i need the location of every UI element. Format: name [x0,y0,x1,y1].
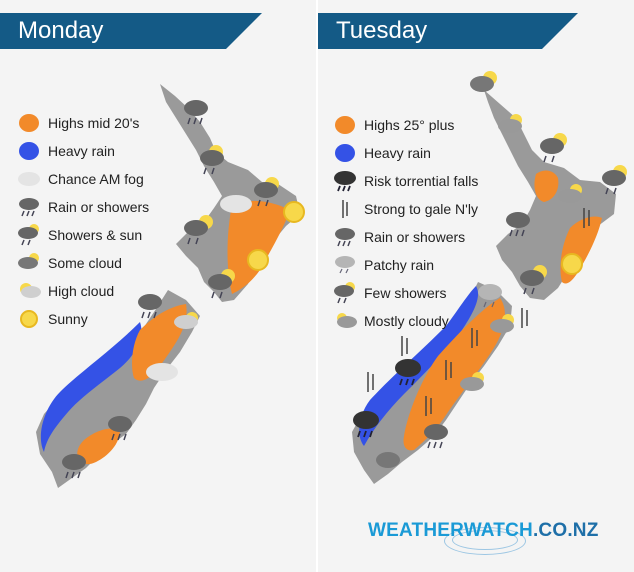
mostly-cloudy-icon [332,310,358,332]
brand-part1: WEATHER [368,520,464,541]
legend-item: Strong to gale N'ly [332,198,478,220]
tuesday-map-wind-icon [401,336,408,356]
legend-label: Highs 25° plus [364,117,455,133]
tuesday-map-rain-cloud-icon [506,212,530,237]
tuesday-map [352,71,627,484]
legend-label: Patchy rain [364,257,435,273]
monday-map-rain-cloud-icon [138,294,162,319]
tuesday-map-wind-icon [425,396,432,416]
legend-label: Showers & sun [48,227,143,243]
legend-item: Showers & sun [16,224,142,246]
legend-label: Some cloud [48,255,122,271]
legend-label: High cloud [48,283,115,299]
monday-map [36,84,305,488]
legend-item: Patchy rain [332,254,434,276]
tuesday-map-mostly-cloudy-icon [498,114,522,133]
monday-map-showers-sun-icon [208,269,235,299]
patchy-rain-icon [332,254,358,276]
dark-rain-cloud-icon [332,170,358,192]
monday-map-sun-icon [283,201,305,223]
tuesday-map-wind-icon [367,372,374,392]
legend-item: Sunny [16,308,88,330]
legend-item: Risk torrential falls [332,170,478,192]
orange-blob-icon [16,112,42,134]
tuesday-map-wind-icon [445,360,452,380]
legend-label: Strong to gale N'ly [364,201,478,217]
tuesday-banner: Tuesday [318,13,578,49]
tuesday-map-mostly-cloudy-icon [460,372,484,391]
legend-label: Heavy rain [364,145,431,161]
legend-item: Mostly cloudy [332,310,449,332]
monday-banner: Monday [0,13,262,49]
tuesday-map-rain-cloud-icon [424,424,448,449]
wind-icon [332,198,358,220]
panel-divider [316,0,318,572]
brand-part2: WATCH [463,520,533,541]
legend-label: Rain or showers [48,199,150,215]
brand-part3: .CO.NZ [532,520,599,541]
orange-blob-icon [332,114,358,136]
legend-label: Mostly cloudy [364,313,449,329]
rain-cloud-icon [16,196,42,218]
legend-item: Rain or showers [332,226,465,248]
legend-label: Heavy rain [48,143,115,159]
monday-map-rain-cloud-icon [62,454,86,479]
monday-map-showers-sun-icon [254,177,279,207]
blue-blob-icon [332,142,358,164]
tuesday-map-mostly-cloudy-icon [558,184,582,203]
rain-cloud-icon [332,226,358,248]
legend-item: Heavy rain [16,140,115,162]
legend-item: Some cloud [16,252,122,274]
tuesday-map-showers-sun-icon [602,165,627,195]
legend-item: Chance AM fog [16,168,144,190]
tuesday-map-dark-rain-cloud-icon [395,359,421,386]
monday-map-high-cloud-icon [174,312,198,329]
legend-label: Risk torrential falls [364,173,479,189]
cloud-icon [16,252,42,274]
monday-panel [0,0,316,572]
legend-item: Highs mid 20's [16,112,139,134]
sun-icon [16,308,42,330]
legend-label: Sunny [48,311,88,327]
legend-label: Highs mid 20's [48,115,140,131]
monday-map-fog-icon [146,363,178,381]
tuesday-map-mostly-cloudy-icon [490,314,514,333]
monday-map-rain-cloud-icon [108,416,132,441]
monday-map-fog-icon [220,195,252,213]
legend-item: Rain or showers [16,196,149,218]
blue-blob-icon [16,140,42,162]
high-cloud-icon [16,280,42,302]
legend-item: Highs 25° plus [332,114,454,136]
monday-map-sun-icon [247,249,269,271]
legend-item: Heavy rain [332,142,431,164]
tuesday-legend: Highs 25° plus Heavy rain Risk torrentia… [332,114,512,334]
weatherwatch-logo[interactable]: WEATHERWATCH.CO.NZ [368,520,599,542]
legend-label: Few showers [364,285,447,301]
tuesday-map-sun-icon [561,253,583,275]
tuesday-map-showers-sun-icon [540,133,567,163]
monday-legend: Highs mid 20's Heavy rain Chance AM fog … [16,112,186,332]
legend-label: Rain or showers [364,229,466,245]
tuesday-map-rain-cloud-icon [376,452,400,468]
tuesday-map-dark-rain-cloud-icon [353,411,379,438]
tuesday-map-showers-sun-icon [520,265,547,295]
tuesday-map-wind-icon [471,328,478,348]
tuesday-map-wind-icon [521,308,528,328]
brand-ripple [444,527,526,555]
monday-map-rain-cloud-icon [184,100,208,125]
tuesday-map-wind-icon [583,208,590,228]
legend-label: Chance AM fog [48,171,144,187]
showers-sun-icon [332,282,358,304]
monday-map-showers-sun-icon [200,145,224,175]
tuesday-map-showers-sun-icon [470,71,497,92]
legend-item: Few showers [332,282,446,304]
tuesday-map-patchy-rain-icon [478,284,502,308]
legend-item: High cloud [16,280,114,302]
fog-icon [16,168,42,190]
monday-map-showers-sun-icon [184,215,213,245]
showers-sun-icon [16,224,42,246]
